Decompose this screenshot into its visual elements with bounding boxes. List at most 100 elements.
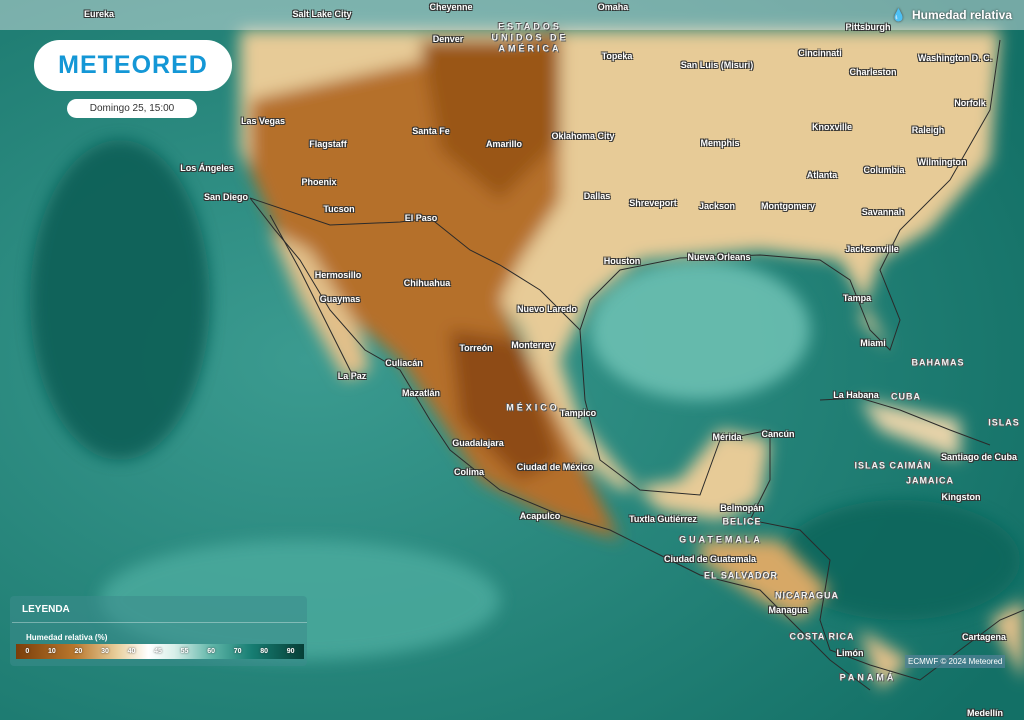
layer-title[interactable]: 💧 Humedad relativa: [891, 8, 1012, 22]
country-label: BELICE: [722, 516, 762, 527]
country-label: ESTADOS UNIDOS DE AMÉRICA: [491, 21, 569, 54]
city-label: Kingston: [941, 492, 981, 502]
city-label: Oklahoma City: [551, 131, 615, 141]
city-label: Washington D. C.: [917, 53, 993, 63]
city-label: Norfolk: [954, 98, 986, 108]
city-label: Colima: [453, 467, 485, 477]
legend-tick: 90: [286, 648, 295, 655]
city-label: Los Ángeles: [180, 163, 234, 173]
city-label: Acapulco: [519, 511, 561, 521]
country-label: NICARAGUA: [775, 590, 839, 601]
country-label: COSTA RICA: [789, 631, 855, 642]
city-label: Eureka: [83, 9, 115, 19]
city-label: Cincinnati: [798, 48, 842, 58]
city-label: Tucson: [323, 204, 355, 214]
city-label: Omaha: [597, 2, 629, 12]
city-label: Nueva Orleans: [687, 252, 751, 262]
forecast-date[interactable]: Domingo 25, 15:00: [67, 99, 197, 118]
country-label: ISLAS CAIMÁN: [854, 460, 932, 471]
city-label: Denver: [432, 34, 464, 44]
city-label: Ciudad de México: [516, 462, 594, 472]
city-label: Ciudad de Guatemala: [663, 554, 757, 564]
city-label: Memphis: [700, 138, 740, 148]
top-bar: 💧 Humedad relativa: [0, 0, 1024, 30]
city-label: Topeka: [601, 51, 633, 61]
borders-coastlines: [249, 39, 1024, 691]
legend-tick: 10: [48, 648, 56, 655]
city-label: Jackson: [698, 201, 736, 211]
city-label: Mazatlán: [401, 388, 441, 398]
city-label: Phoenix: [301, 177, 337, 187]
legend-tick: 45: [154, 648, 162, 655]
city-label: Miami: [860, 338, 886, 348]
legend-tick: 30: [101, 648, 109, 655]
city-label: Santiago de Cuba: [940, 452, 1018, 462]
city-label: Atlanta: [806, 170, 838, 180]
city-label: Wilmington: [917, 157, 967, 167]
legend-title[interactable]: LEYENDA: [22, 604, 70, 615]
city-label: San Luis (Misuri): [680, 60, 754, 70]
droplet-icon: 💧: [891, 8, 906, 22]
legend-tick: 0: [25, 648, 30, 655]
city-label: San Diego: [203, 192, 249, 202]
legend-divider: [12, 622, 307, 623]
city-label: Tampico: [559, 408, 597, 418]
city-label: Nuevo Laredo: [516, 304, 578, 314]
city-label: Tuxtla Gutiérrez: [629, 514, 697, 524]
city-label: Cartagena: [961, 632, 1007, 642]
city-label: Chihuahua: [403, 278, 451, 288]
legend-color-scale: 0 10 20 30 40 45 55 60 70 80 90: [16, 644, 304, 659]
city-label: Monterrey: [511, 340, 555, 350]
city-label: Savannah: [861, 207, 905, 217]
city-label: Flagstaff: [309, 139, 347, 149]
legend-tick: 20: [74, 648, 83, 655]
legend-tick: 60: [207, 648, 215, 655]
legend-tick: 80: [260, 648, 269, 655]
country-label: ISLAS: [988, 417, 1020, 428]
country-label: PANAMÁ: [839, 672, 897, 683]
city-label: Cancún: [761, 429, 795, 439]
city-label: Amarillo: [485, 139, 523, 149]
city-label: El Paso: [404, 213, 438, 223]
country-label: GUATEMALA: [679, 534, 763, 545]
city-label: Culiacán: [385, 358, 423, 368]
country-label: EL SALVADOR: [703, 570, 779, 581]
city-label: Raleigh: [911, 125, 945, 135]
city-label: Tampa: [842, 293, 872, 303]
city-label: Guadalajara: [452, 438, 504, 448]
legend-variable: Humedad relativa (%): [26, 633, 108, 642]
city-label: Cheyenne: [429, 2, 473, 12]
city-label: Houston: [603, 256, 641, 266]
country-label: MÉXICO: [506, 402, 560, 413]
city-label: Pittsburgh: [845, 22, 891, 32]
city-label: Santa Fe: [412, 126, 450, 136]
city-label: Mérida: [712, 432, 742, 442]
city-label: Las Vegas: [240, 116, 286, 126]
country-label: JAMAICA: [905, 475, 955, 486]
city-label: Montgomery: [761, 201, 815, 211]
city-label: Jacksonville: [845, 244, 899, 254]
city-label: Belmopán: [720, 503, 764, 513]
city-label: La Habana: [833, 390, 879, 400]
city-label: Managua: [768, 605, 808, 615]
country-label: BAHAMAS: [911, 357, 965, 368]
legend-panel: LEYENDA Humedad relativa (%) 0 10 20 30 …: [10, 596, 307, 666]
land-dry-areas: [240, 30, 1024, 690]
legend-tick: 40: [127, 648, 136, 655]
city-label: Knoxville: [811, 122, 853, 132]
city-label: Dallas: [583, 191, 611, 201]
city-label: Guaymas: [319, 294, 361, 304]
city-label: Limón: [836, 648, 864, 658]
city-label: Charleston: [849, 67, 897, 77]
legend-tick: 55: [180, 648, 189, 655]
city-label: Hermosillo: [314, 270, 362, 280]
attribution: ECMWF © 2024 Meteored: [905, 655, 1006, 668]
city-label: La Paz: [337, 371, 367, 381]
city-label: Columbia: [863, 165, 905, 175]
country-label: CUBA: [891, 391, 921, 402]
city-label: Torreón: [459, 343, 493, 353]
city-label: Medellín: [966, 708, 1004, 718]
legend-tick: 70: [233, 648, 242, 655]
meteored-logo[interactable]: METEORED: [34, 40, 232, 91]
